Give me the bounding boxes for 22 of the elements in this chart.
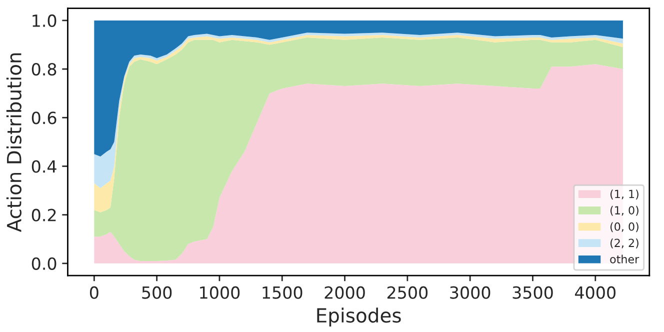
legend-label: (1, 1) — [610, 190, 638, 200]
y-axis-title: Action Distribution — [6, 53, 22, 232]
x-tick-label: 4000 — [574, 286, 616, 299]
y-tick-label: 0.0 — [32, 257, 56, 270]
legend-label: other — [610, 254, 640, 264]
legend-label: (1, 0) — [610, 206, 638, 216]
x-tick-label: 1500 — [262, 286, 302, 299]
x-tick-label: 1000 — [200, 286, 240, 299]
x-tick-label: 0 — [90, 286, 98, 299]
x-tick-label: 500 — [142, 286, 172, 299]
legend-label: (2, 2) — [610, 238, 638, 248]
y-tick-label: 0.4 — [32, 160, 56, 173]
x-tick-label: 3000 — [450, 286, 490, 299]
y-tick-label: 0.8 — [32, 63, 56, 76]
x-tick-label: 2500 — [387, 286, 428, 299]
legend-label: (0, 0) — [610, 222, 638, 232]
y-tick-label: 1.0 — [32, 14, 56, 28]
x-tick-label: 2000 — [324, 286, 365, 299]
x-tick-label: 3500 — [512, 286, 553, 299]
y-tick-label: 0.2 — [32, 208, 56, 222]
x-axis-title: Episodes — [317, 308, 401, 326]
y-tick-label: 0.6 — [32, 112, 56, 124]
